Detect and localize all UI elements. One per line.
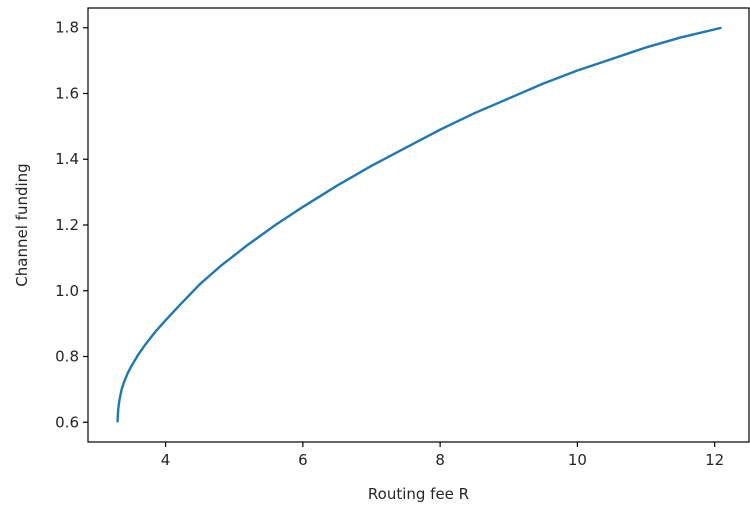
y-tick-label: 1.4 (55, 150, 79, 168)
y-tick-label: 0.6 (55, 413, 79, 431)
y-axis: 0.6 0.8 1.0 1.2 1.4 1.6 1.8 (55, 19, 88, 431)
y-tick-label: 1.0 (55, 282, 79, 300)
y-axis-label: Channel funding (13, 163, 31, 286)
y-tick-label: 1.8 (55, 19, 79, 37)
y-tick-label: 1.6 (55, 84, 79, 102)
y-tick-label: 1.2 (55, 216, 79, 234)
x-axis: 4 6 8 10 12 (161, 442, 724, 469)
x-tick-label: 4 (161, 451, 171, 469)
x-tick-label: 10 (568, 451, 587, 469)
x-axis-label: Routing fee R (368, 485, 469, 503)
x-tick-label: 8 (435, 451, 445, 469)
x-tick-label: 12 (705, 451, 724, 469)
series-line-0 (116, 26, 722, 423)
y-tick-label: 0.8 (55, 348, 79, 366)
plot-layer (116, 26, 722, 423)
x-tick-label: 6 (298, 451, 308, 469)
